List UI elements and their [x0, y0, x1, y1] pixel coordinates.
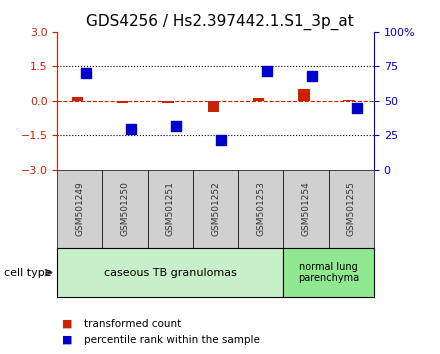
- Text: cell type: cell type: [4, 268, 52, 278]
- Point: [173, 123, 180, 129]
- Point: [354, 105, 361, 110]
- Text: GSM501252: GSM501252: [211, 182, 220, 236]
- Point: [263, 68, 270, 73]
- Point: [308, 73, 315, 79]
- Bar: [208, 101, 219, 113]
- Text: GSM501253: GSM501253: [257, 181, 265, 236]
- Text: GSM501250: GSM501250: [121, 181, 130, 236]
- Bar: [253, 98, 264, 101]
- Text: percentile rank within the sample: percentile rank within the sample: [84, 335, 260, 345]
- Bar: [298, 89, 309, 101]
- Text: GSM501254: GSM501254: [301, 182, 311, 236]
- Point: [218, 137, 225, 142]
- Text: normal lung
parenchyma: normal lung parenchyma: [298, 262, 359, 284]
- Bar: [162, 101, 174, 103]
- Bar: [344, 100, 355, 101]
- Text: GSM501251: GSM501251: [166, 181, 175, 236]
- Bar: [72, 97, 83, 101]
- Point: [82, 70, 89, 76]
- Bar: [117, 101, 128, 103]
- Point: [128, 126, 135, 131]
- Text: caseous TB granulomas: caseous TB granulomas: [104, 268, 237, 278]
- Text: GDS4256 / Hs2.397442.1.S1_3p_at: GDS4256 / Hs2.397442.1.S1_3p_at: [86, 14, 354, 30]
- Text: transformed count: transformed count: [84, 319, 181, 329]
- Text: ■: ■: [62, 335, 72, 345]
- Text: GSM501249: GSM501249: [75, 182, 84, 236]
- Text: GSM501255: GSM501255: [347, 181, 356, 236]
- Text: ■: ■: [62, 319, 72, 329]
